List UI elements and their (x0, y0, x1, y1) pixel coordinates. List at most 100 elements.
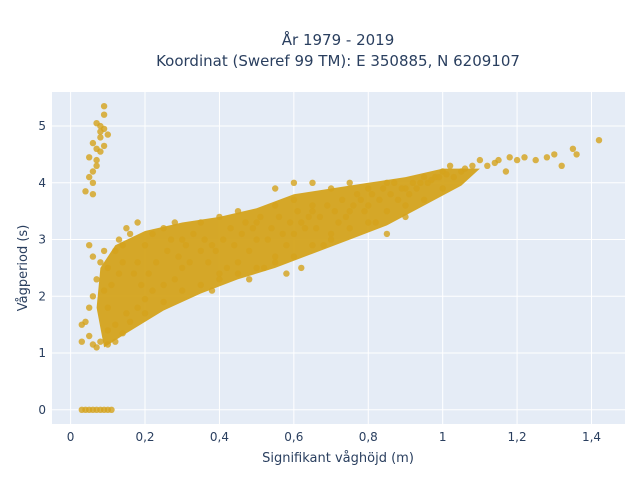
data-point (309, 179, 316, 186)
data-point (368, 191, 376, 198)
y-tick-label: 5 (38, 119, 46, 133)
data-point (208, 242, 216, 249)
data-point (346, 225, 353, 232)
data-point (491, 159, 498, 167)
data-point-cloud (96, 168, 480, 348)
data-point (164, 247, 171, 255)
data-point (391, 179, 398, 186)
data-point (119, 330, 126, 337)
data-point (134, 259, 141, 266)
y-tick-label: 3 (38, 233, 46, 247)
data-point (443, 171, 450, 178)
data-point (112, 247, 119, 255)
data-point (82, 188, 89, 195)
x-tick-label: 0,8 (359, 430, 378, 444)
data-point (197, 219, 204, 226)
data-point (89, 253, 97, 260)
data-point (290, 230, 298, 238)
data-point (212, 247, 219, 255)
data-point (179, 236, 186, 243)
data-point (506, 154, 513, 161)
data-point (119, 259, 126, 266)
data-point (97, 148, 104, 155)
data-point (521, 154, 528, 161)
data-point (145, 270, 152, 277)
data-point (227, 225, 234, 232)
data-point (112, 338, 119, 345)
data-point (86, 173, 93, 181)
data-point (532, 156, 539, 164)
data-point (298, 219, 305, 226)
data-point (301, 225, 309, 232)
data-point (268, 225, 275, 232)
data-point (272, 253, 279, 260)
data-point (469, 162, 476, 169)
data-point (160, 225, 167, 232)
data-point (93, 344, 100, 351)
data-point (138, 281, 145, 289)
data-point (223, 264, 231, 272)
data-point (283, 270, 290, 277)
data-point (134, 304, 141, 311)
data-point (305, 213, 312, 221)
data-point (197, 281, 204, 289)
data-point (435, 173, 443, 181)
data-point (100, 142, 108, 150)
data-point (100, 103, 108, 110)
data-point (402, 202, 409, 209)
data-point (149, 287, 156, 294)
data-point (89, 293, 97, 300)
data-point (387, 191, 394, 198)
data-point (104, 304, 112, 311)
data-points (78, 103, 603, 413)
data-point (175, 253, 182, 260)
data-point (108, 406, 115, 413)
data-point (327, 230, 335, 238)
data-point (97, 134, 104, 141)
data-point (97, 338, 104, 345)
data-point (502, 168, 510, 175)
data-point (346, 179, 353, 186)
data-point (394, 196, 402, 203)
data-point (115, 270, 123, 277)
data-point (439, 185, 446, 192)
data-point (342, 213, 350, 221)
data-point (365, 202, 372, 209)
data-point (123, 310, 130, 317)
data-point (234, 259, 242, 266)
data-point (160, 298, 167, 306)
data-point (205, 259, 212, 266)
data-point (190, 230, 197, 238)
x-tick-label: 0 (67, 430, 75, 444)
data-point (279, 230, 286, 238)
x-tick-label: 0,4 (210, 430, 229, 444)
data-point (569, 145, 577, 152)
data-point (126, 230, 134, 238)
data-point (298, 264, 305, 272)
data-point (234, 208, 242, 215)
data-point (231, 242, 238, 249)
data-point (86, 154, 93, 161)
y-tick-label: 0 (38, 403, 46, 417)
data-point (179, 264, 186, 272)
data-point (112, 321, 119, 328)
data-point (558, 162, 565, 169)
data-point (100, 125, 108, 133)
data-point (383, 208, 391, 215)
data-point (216, 276, 223, 283)
data-point (476, 156, 484, 164)
data-point (372, 219, 379, 226)
data-point (86, 332, 93, 340)
data-point (420, 196, 428, 203)
data-point (264, 236, 271, 243)
data-point (402, 213, 409, 221)
data-point (130, 270, 138, 277)
data-point (100, 247, 108, 255)
x-axis-ticks: 0 0,2 0,4 0,6 0,8 1 1,2 1,4 (67, 430, 601, 444)
data-point (97, 259, 104, 266)
data-point (260, 264, 268, 272)
data-point (89, 179, 97, 186)
data-point (89, 168, 97, 175)
data-point (406, 191, 413, 198)
chart-title-line2: Koordinat (Sweref 99 TM): E 350885, N 62… (156, 52, 520, 70)
